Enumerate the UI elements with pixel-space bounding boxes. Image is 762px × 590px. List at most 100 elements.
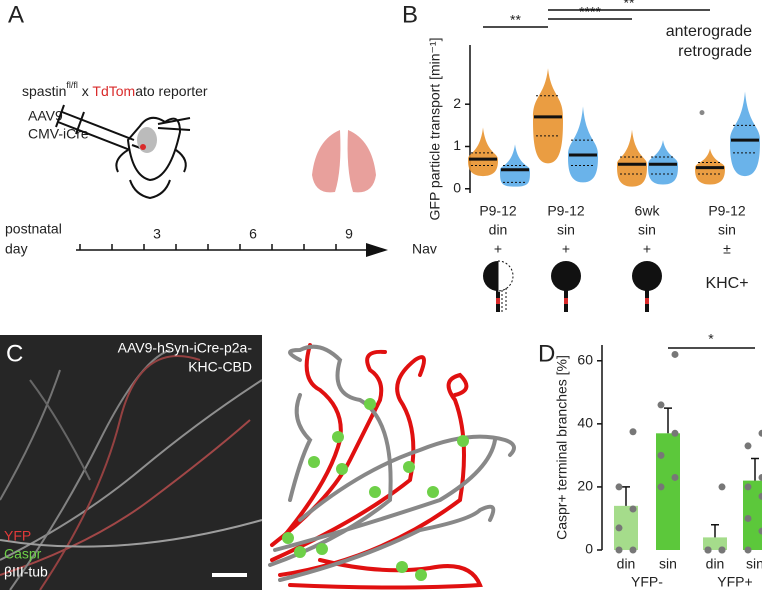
soma xyxy=(551,261,581,291)
x-tick-label: sin xyxy=(746,556,762,572)
x-tick-label: din xyxy=(706,556,725,572)
panel-letter: C xyxy=(6,340,23,367)
data-point xyxy=(671,473,679,481)
tracing xyxy=(268,343,516,590)
reporter-rest: ato reporter xyxy=(135,83,208,99)
timeline-tick: 3 xyxy=(153,226,161,242)
data-point xyxy=(758,492,762,500)
timeline-tick: 9 xyxy=(345,226,353,242)
significance-label: ** xyxy=(510,12,521,28)
data-point xyxy=(744,483,752,491)
data-point xyxy=(758,473,762,481)
axon-dotted xyxy=(501,288,507,312)
data-point xyxy=(718,546,726,554)
significance-label: * xyxy=(708,331,714,347)
data-point xyxy=(744,442,752,450)
soma-mask xyxy=(498,260,515,292)
data-point xyxy=(629,546,637,554)
error-bar xyxy=(711,524,719,538)
soma-dotted xyxy=(497,260,514,292)
y-tick-label: 0 xyxy=(585,541,593,557)
mouse xyxy=(115,116,191,200)
data-point xyxy=(744,546,752,554)
legend-label: retrograde xyxy=(678,43,752,60)
channel: βIII-tub xyxy=(4,564,48,580)
timeline-label: day xyxy=(5,241,28,257)
data-point xyxy=(615,483,623,491)
y-axis-label: Caspr+ terminal branches [%] xyxy=(554,355,570,540)
data-point xyxy=(615,524,623,532)
ais xyxy=(496,298,500,304)
data-point xyxy=(744,514,752,522)
condition-label: sin xyxy=(638,222,656,238)
neuron-icon xyxy=(632,261,662,312)
nav-value: + xyxy=(562,241,570,257)
cross: x xyxy=(78,83,93,99)
genotype: spastinfl/fl x TdTomato reporter xyxy=(22,80,208,98)
bar xyxy=(656,433,680,550)
ais xyxy=(564,298,568,304)
panel-letter: A xyxy=(8,1,24,28)
virus: CMV-iCre xyxy=(28,126,89,142)
x-tick-label: P9-12 xyxy=(547,203,585,219)
nav-label: Nav xyxy=(412,241,437,257)
neuron-icon xyxy=(551,261,581,312)
error-bar xyxy=(622,486,630,506)
y-tick-label: 2 xyxy=(453,95,461,111)
y-tick-label: 60 xyxy=(577,351,593,367)
x-tick-label: 6wk xyxy=(635,203,661,219)
reporter: TdTom xyxy=(92,83,135,99)
significance-label: **** xyxy=(579,4,601,20)
construct: KHC-CBD xyxy=(188,359,252,375)
caspr-puncta xyxy=(282,398,469,581)
data-point xyxy=(657,483,665,491)
syringe xyxy=(55,104,147,151)
x-tick-label: din xyxy=(617,556,636,572)
violin-body xyxy=(617,129,647,187)
data-point xyxy=(671,429,679,437)
y-axis-label: GFP particle transport [min⁻¹] xyxy=(427,38,443,221)
y-tick-label: 20 xyxy=(577,478,593,494)
outlier xyxy=(699,110,705,116)
neuron-icon xyxy=(483,260,515,312)
y-tick-label: 0 xyxy=(453,179,461,195)
superscript: fl/fl xyxy=(66,80,78,90)
nav-value: + xyxy=(494,241,502,257)
gene: spastin xyxy=(22,83,66,99)
channel: YFP xyxy=(4,528,31,544)
construct: AAV9-hSyn-iCre-p2a- xyxy=(118,340,253,356)
data-point xyxy=(718,483,726,491)
data-point xyxy=(629,428,637,436)
injection xyxy=(140,144,146,150)
violin-body xyxy=(468,127,498,177)
timeline-arrow xyxy=(366,243,388,257)
y-tick-label: 40 xyxy=(577,415,593,431)
ais xyxy=(645,298,649,304)
x-tick-label: P9-12 xyxy=(708,203,746,219)
x-tick-label: sin xyxy=(659,556,677,572)
nav-value: + xyxy=(643,241,651,257)
error-bar xyxy=(751,457,759,481)
bar xyxy=(743,480,762,550)
data-point xyxy=(671,350,679,358)
data-point xyxy=(615,546,623,554)
group-label: YFP- xyxy=(631,574,663,590)
group-label: YFP+ xyxy=(717,574,752,590)
y-tick-label: 1 xyxy=(453,137,461,153)
khc-label: KHC+ xyxy=(705,275,748,292)
significance-label: ** xyxy=(624,0,635,11)
nav-value: ± xyxy=(723,241,731,257)
violin-body xyxy=(730,91,760,177)
data-point xyxy=(758,429,762,437)
data-point xyxy=(758,527,762,535)
data-point xyxy=(704,546,712,554)
brain xyxy=(137,127,157,153)
data-point xyxy=(629,505,637,513)
panel-letter: D xyxy=(538,340,555,367)
legend-label: anterograde xyxy=(666,23,752,40)
lungs xyxy=(312,130,376,193)
condition-label: sin xyxy=(557,222,575,238)
data-point xyxy=(657,451,665,459)
x-tick-label: P9-12 xyxy=(479,203,517,219)
